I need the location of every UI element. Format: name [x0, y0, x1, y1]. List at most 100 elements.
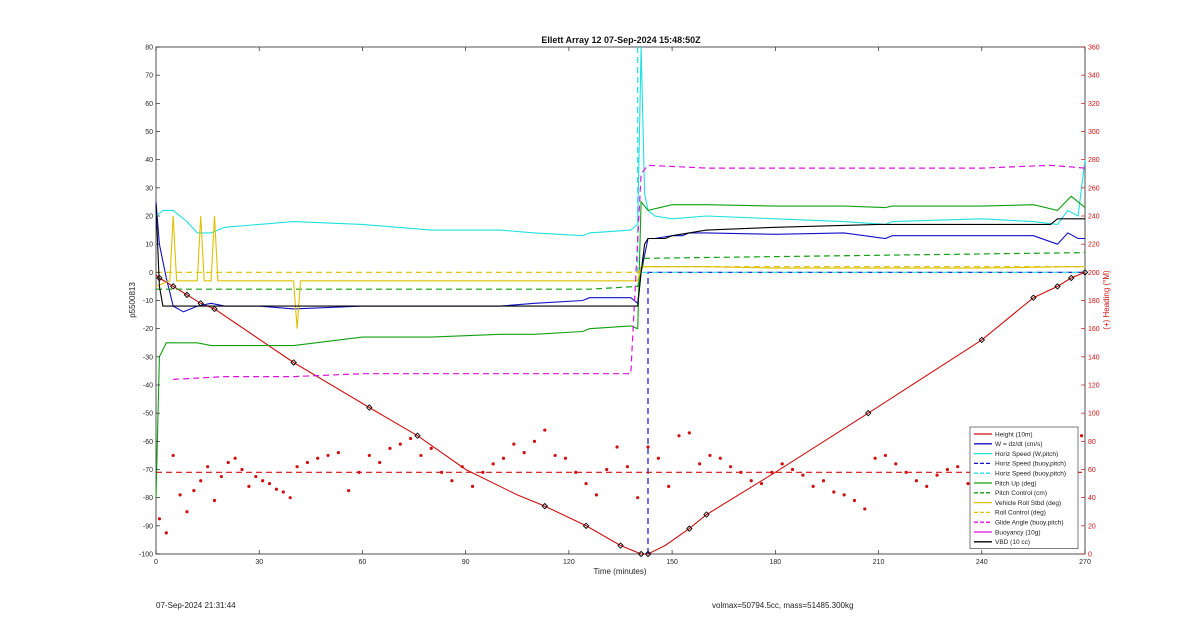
heading-point: [388, 446, 392, 450]
heading-point: [801, 473, 805, 477]
height-marker: [366, 404, 373, 411]
height-marker: [183, 291, 191, 299]
legend-entry: Vehicle Roll Stbd (deg): [995, 500, 1061, 507]
heading-point: [563, 456, 568, 460]
heading-point: [185, 510, 189, 514]
y2-tick-label: 120: [1088, 383, 1100, 390]
heading-point: [718, 456, 722, 460]
legend-box: [969, 426, 1079, 549]
y2-tick-label: 360: [1088, 45, 1100, 52]
legend-entry: W = dz/dt (cm/s): [995, 441, 1043, 448]
heading-point: [667, 484, 671, 488]
legend-entry: Buoyancy (10g): [995, 529, 1041, 536]
heading-point: [267, 481, 272, 486]
heading-point: [780, 462, 784, 466]
axes-layer: 0 30 60 90 120 150 180 210 240 270-100-90-80-70-6…: [139, 45, 1100, 567]
y2-tick-label: 200: [1088, 270, 1100, 277]
heading-point: [212, 498, 217, 503]
y-tick-label: -70: [143, 467, 153, 474]
legend-entry: Height (10m): [995, 431, 1033, 438]
y2-tick-label: 40: [1088, 495, 1096, 502]
y-tick-label: 40: [145, 157, 153, 164]
heading-point: [305, 460, 309, 465]
heading-point: [605, 467, 609, 472]
x-tick-label: 270: [1079, 559, 1091, 566]
x-tick-label: 90: [462, 559, 470, 566]
heading-point: [935, 473, 939, 477]
heading-point: [636, 496, 640, 500]
height-marker: [1081, 269, 1089, 276]
y2-tick-label: 240: [1088, 214, 1100, 221]
y-tick-label: -80: [143, 495, 153, 502]
heading-point: [192, 489, 196, 493]
x-tick-label: 30: [255, 559, 263, 566]
heading-point: [378, 460, 382, 465]
heading-point: [501, 456, 506, 460]
legend-entry: Horiz Speed (buoy,pitch): [995, 461, 1066, 468]
series-line-2: [155, 46, 1086, 237]
heading-point: [326, 453, 330, 458]
x-tick-label: 0: [154, 559, 158, 566]
height-marker: [211, 305, 218, 313]
heading-point: [171, 453, 175, 458]
legend-entry: Pitch Control (cm): [995, 490, 1047, 497]
heading-point: [532, 439, 537, 443]
heading-point: [460, 465, 464, 469]
y-tick-label: -20: [143, 326, 153, 333]
heading-point: [1079, 434, 1084, 438]
y-tick-label: 10: [145, 242, 153, 249]
heading-point: [553, 453, 557, 458]
heading-point: [708, 453, 712, 458]
y2-tick-label: 220: [1088, 242, 1100, 249]
heading-point: [656, 456, 660, 460]
legend-entry: VBD (10 cc): [995, 539, 1030, 546]
height-marker: [1054, 283, 1061, 290]
x-tick-label: 60: [359, 559, 367, 566]
y2-tick-label: 60: [1088, 467, 1096, 474]
height-marker: [582, 522, 590, 530]
x-axis-label: Time (minutes): [593, 567, 646, 576]
legend-entry: Horiz Speed (W,pitch): [995, 451, 1058, 458]
heading-point: [677, 434, 681, 438]
y2-axis-label: (+) Heading (°M): [1102, 270, 1111, 330]
heading-point: [512, 442, 516, 446]
heading-point: [522, 451, 526, 455]
y2-tick-label: 180: [1088, 298, 1100, 305]
heading-point: [491, 462, 495, 466]
heading-point: [247, 484, 251, 488]
heading-point: [873, 456, 877, 460]
x-tick-label: 210: [873, 559, 885, 566]
y-tick-label: -10: [143, 298, 153, 305]
heading-point: [852, 498, 857, 503]
y-axis-label: p5500813: [128, 282, 137, 318]
series-line-6: [156, 252, 1086, 290]
heading-point: [219, 474, 223, 479]
heading-point: [206, 465, 210, 469]
heading-point: [178, 493, 182, 497]
height-marker: [637, 550, 645, 558]
y2-tick-label: 160: [1088, 326, 1100, 333]
chart-title: Ellett Array 12 07-Sep-2024 15:48:50Z: [541, 35, 701, 45]
heading-point: [925, 484, 929, 488]
heading-point: [336, 451, 340, 455]
heading-point: [295, 465, 299, 469]
heading-point: [419, 453, 423, 458]
heading-point: [863, 507, 867, 511]
heading-point: [261, 479, 265, 483]
height-marker: [1068, 274, 1075, 282]
series-line-0: [155, 271, 1086, 555]
heading-point: [759, 481, 764, 486]
x-tick-label: 180: [769, 559, 781, 566]
y2-tick-label: 280: [1088, 157, 1100, 164]
y-tick-label: -50: [143, 411, 153, 418]
heading-point: [288, 496, 292, 500]
height-marker: [978, 336, 986, 344]
heading-point: [914, 479, 919, 483]
heading-point: [894, 462, 898, 466]
y2-tick-label: 260: [1088, 185, 1100, 192]
series-line-11: [155, 204, 1085, 307]
heading-point: [790, 467, 795, 472]
legend-entry: Pitch Up (deg): [995, 480, 1037, 487]
legend-entry: Glide Angle (buoy,pitch): [995, 520, 1064, 527]
